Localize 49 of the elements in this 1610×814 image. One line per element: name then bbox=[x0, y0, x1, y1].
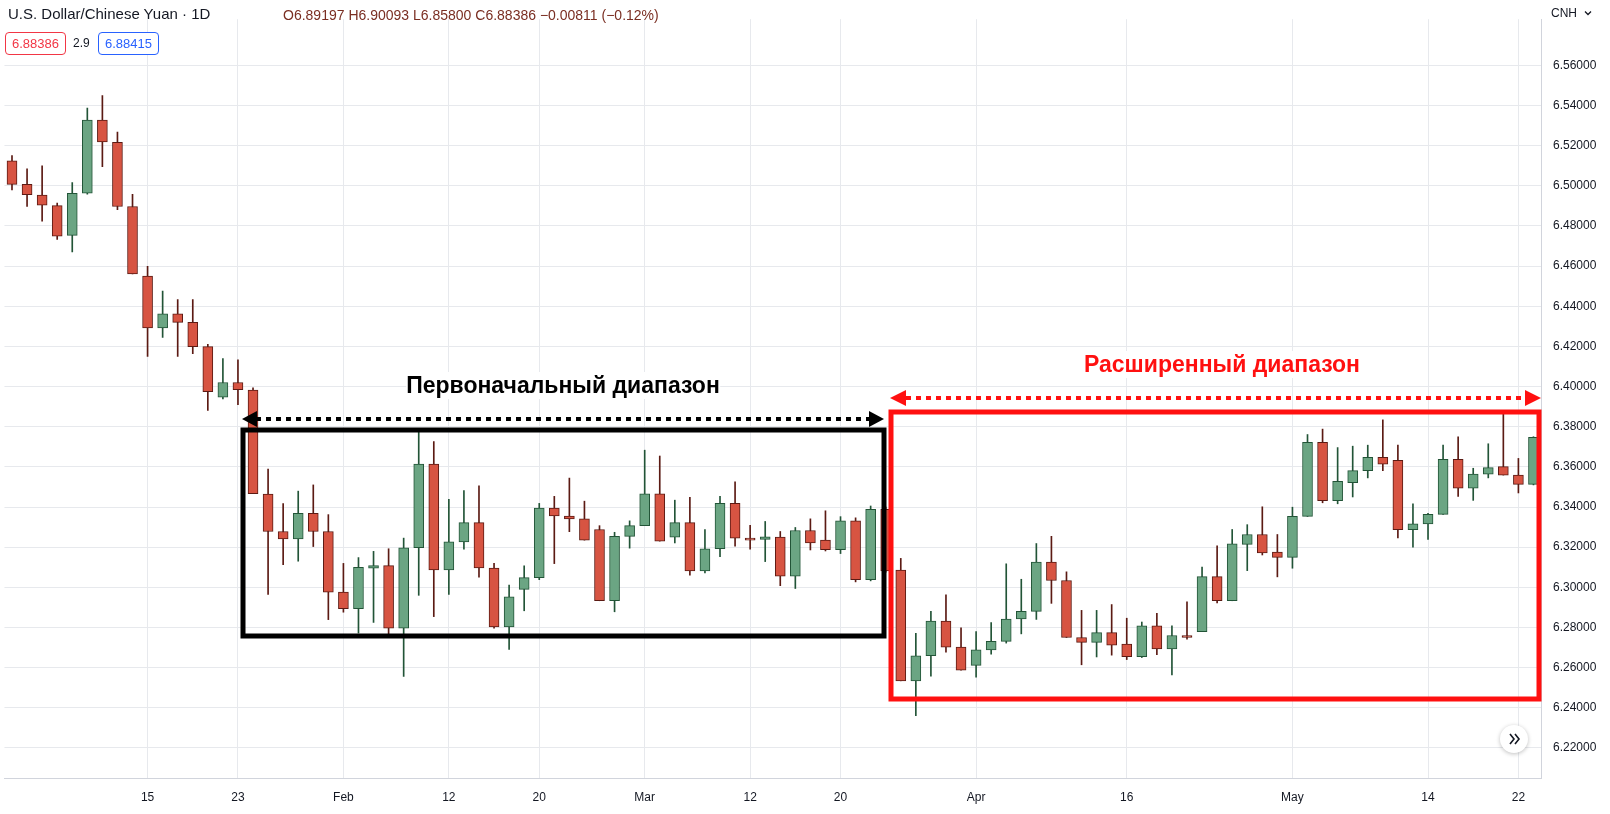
y-axis-title: CNH bbox=[1551, 6, 1577, 20]
y-tick-label: 6.28000 bbox=[1553, 619, 1597, 634]
candlestick bbox=[1377, 419, 1389, 471]
x-tick-label: 22 bbox=[1511, 789, 1526, 804]
candlestick bbox=[548, 496, 560, 564]
y-tick-label: 6.42000 bbox=[1553, 338, 1597, 353]
y-tick-label: 6.22000 bbox=[1553, 740, 1597, 755]
candlestick bbox=[36, 165, 48, 222]
y-tick-label: 6.46000 bbox=[1553, 258, 1597, 273]
x-tick-label: Apr bbox=[966, 789, 986, 804]
x-tick-label: 16 bbox=[1120, 789, 1134, 804]
y-tick-label: 6.30000 bbox=[1553, 579, 1597, 594]
annotation: O6.89197 H6.90093 L6.85800 C6.88386 −0.00811 (−0.12%) bbox=[283, 7, 659, 23]
y-tick-label: 6.52000 bbox=[1553, 137, 1597, 152]
candlestick bbox=[172, 299, 184, 357]
x-tick-label: 23 bbox=[231, 789, 245, 804]
x-tick-label: 14 bbox=[1421, 789, 1436, 804]
x-tick-label: May bbox=[1281, 789, 1304, 804]
x-tick-label: 12 bbox=[743, 789, 758, 804]
candlestick bbox=[232, 359, 244, 405]
x-tick-label: Mar bbox=[634, 789, 656, 804]
y-tick-label: 6.32000 bbox=[1553, 539, 1597, 554]
y-tick-label: 6.34000 bbox=[1553, 499, 1597, 514]
x-tick-label: 15 bbox=[140, 789, 155, 804]
annotation: 2.9 bbox=[73, 36, 90, 50]
y-tick-label: 6.38000 bbox=[1553, 419, 1597, 434]
annotation: 6.88386 bbox=[5, 32, 66, 55]
y-tick-label: 6.54000 bbox=[1553, 97, 1597, 112]
y-tick-label: 6.48000 bbox=[1553, 218, 1597, 233]
y-tick-label: 6.40000 bbox=[1553, 378, 1597, 393]
x-tick-label: Feb bbox=[333, 789, 355, 804]
y-tick-label: 6.50000 bbox=[1553, 178, 1597, 193]
y-tick-label: 6.36000 bbox=[1553, 459, 1597, 474]
candlestick bbox=[277, 503, 289, 565]
y-tick-label: 6.24000 bbox=[1553, 700, 1597, 715]
chart-title: U.S. Dollar/Chinese Yuan · 1D bbox=[8, 5, 211, 22]
x-tick-label: 12 bbox=[442, 789, 456, 804]
x-tick-label: 20 bbox=[532, 789, 547, 804]
annotation: Первоначальный диапазон bbox=[406, 372, 720, 399]
y-tick-label: 6.26000 bbox=[1553, 659, 1597, 674]
annotation: 6.88415 bbox=[98, 32, 159, 55]
candlestick bbox=[1015, 578, 1027, 635]
x-tick-label: 20 bbox=[833, 789, 848, 804]
candlestick bbox=[1241, 524, 1253, 571]
candlestick bbox=[1482, 443, 1494, 479]
y-tick-label: 6.44000 bbox=[1553, 298, 1597, 313]
candlestick bbox=[1181, 601, 1193, 640]
y-tick-label: 6.56000 bbox=[1553, 57, 1597, 72]
annotation: Расширенный диапазон bbox=[1083, 351, 1361, 378]
